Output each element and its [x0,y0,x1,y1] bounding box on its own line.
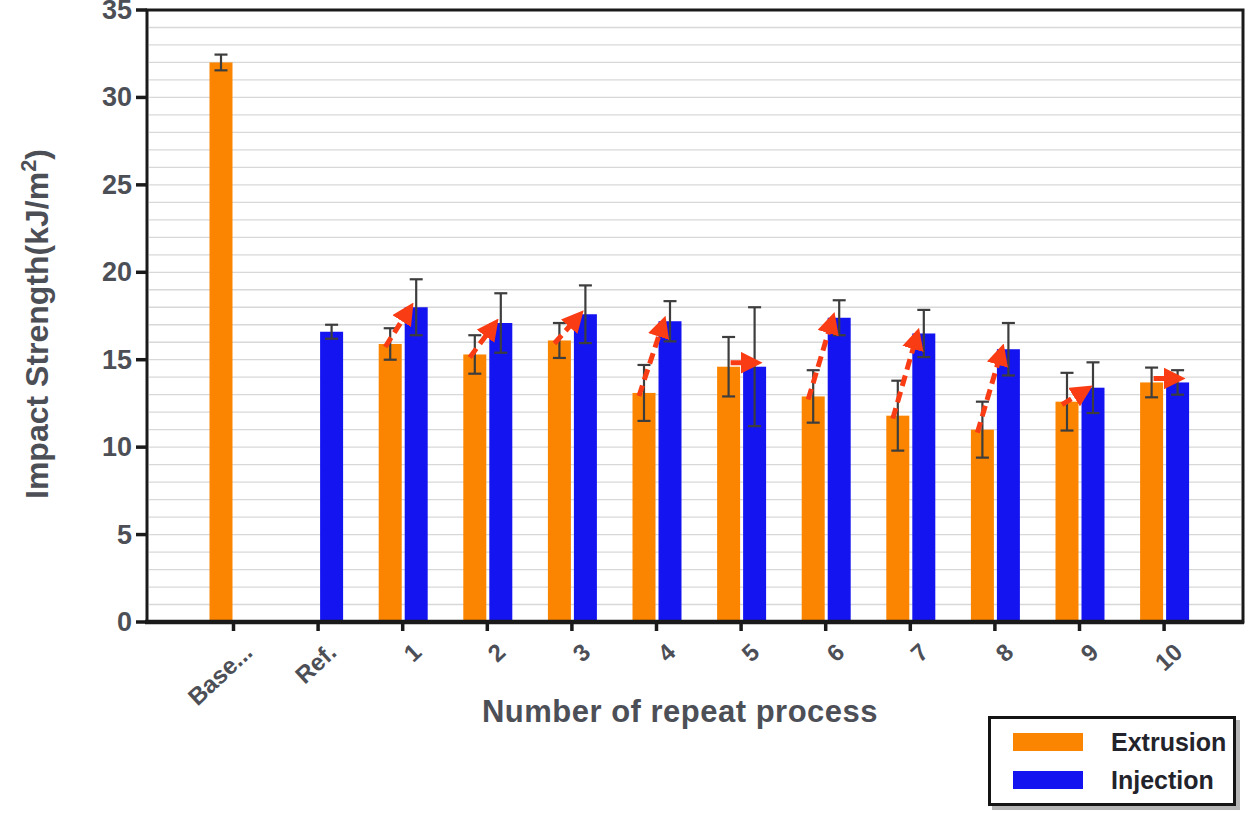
extrusion-swatch [1013,733,1083,751]
injection-swatch [1013,771,1083,789]
bar-injection [1082,388,1105,622]
y-axis-title-sup: 2 [16,160,41,172]
bar-injection [659,321,682,622]
bar-extrusion [210,62,233,622]
plot-border [147,10,1243,622]
bar-extrusion [1056,402,1079,622]
impact-strength-chart: 05101520253035Base...Ref.12345678910 Imp… [0,0,1260,813]
bar-injection [320,332,343,622]
bar-extrusion [548,340,571,622]
bar-injection [405,307,428,622]
legend-item-injection: Injection [1013,766,1233,795]
y-axis-title-suffix: ) [19,149,55,160]
bar-injection [828,318,851,622]
y-axis-title-text: Impact Strength(kJ/m [19,172,55,499]
bar-extrusion [717,367,740,622]
bar-extrusion [1140,382,1163,622]
bar-injection [912,333,935,622]
legend-label-injection: Injection [1111,766,1214,795]
bar-extrusion [633,393,656,622]
y-axis-title: Impact Strength(kJ/m2) [16,149,56,499]
bar-injection [1166,382,1189,622]
legend-item-extrusion: Extrusion [1013,728,1233,757]
bar-injection [489,323,512,622]
bar-extrusion [379,344,402,622]
chart-canvas [0,0,1260,813]
bar-extrusion [463,354,486,622]
legend-label-extrusion: Extrusion [1111,728,1226,757]
bar-injection [574,314,597,622]
legend: Extrusion Injection [988,716,1236,806]
bar-injection [997,349,1020,622]
bar-extrusion [802,396,825,622]
